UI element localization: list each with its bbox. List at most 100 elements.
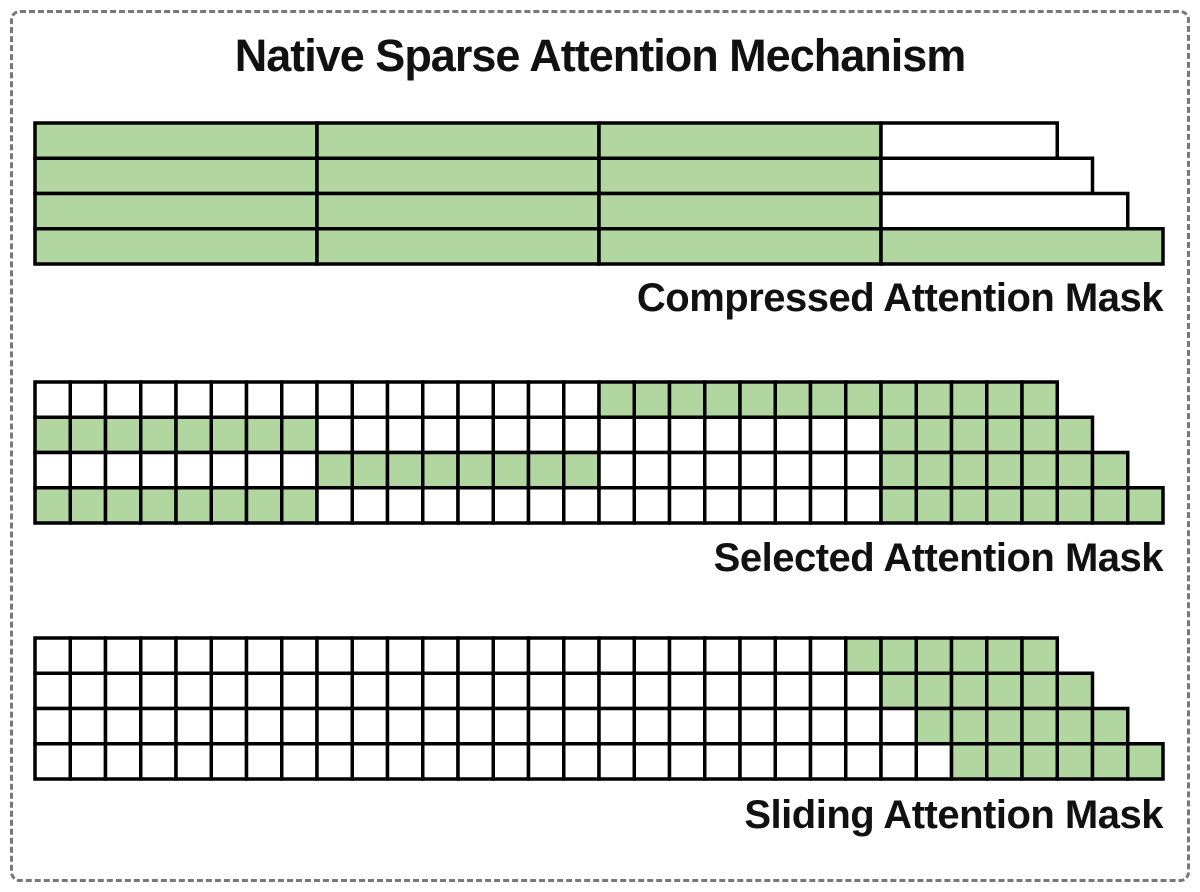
mask-cell (421, 486, 460, 525)
mask-cell (456, 706, 495, 746)
mask-cell (562, 486, 601, 525)
mask-cell (174, 380, 213, 419)
mask-cell (985, 415, 1024, 455)
mask-cell (68, 450, 108, 490)
mask-cell (385, 636, 425, 675)
mask-cell (1055, 742, 1095, 781)
mask-cell (844, 706, 883, 746)
mask-cell (1090, 742, 1130, 781)
sliding-attention-mask-grid (32, 635, 1166, 787)
mask-cell (456, 742, 495, 781)
mask-cell (738, 415, 777, 455)
mask-cell (562, 380, 601, 419)
mask-cell (103, 415, 143, 455)
mask-cell (139, 636, 178, 675)
mask-cell (703, 636, 742, 675)
mask-cell (632, 671, 672, 711)
mask-cell (174, 742, 213, 781)
mask-cell (667, 415, 707, 455)
mask-cell (244, 380, 284, 419)
mask-cell (33, 671, 72, 711)
mask-cell (632, 486, 672, 525)
mask-cell (1020, 415, 1059, 455)
mask-cell (949, 415, 989, 455)
mask-cell (421, 742, 460, 781)
selected-attention-mask-svg (33, 380, 1165, 525)
mask-cell (526, 742, 566, 781)
mask-cell (209, 450, 249, 490)
mask-cell (385, 486, 425, 525)
mask-cell (280, 671, 319, 711)
mask-cell (667, 450, 707, 490)
mask-cell (1090, 706, 1130, 746)
mask-cell (139, 706, 178, 746)
mask-cell (703, 450, 742, 490)
mask-cell (632, 415, 672, 455)
mask-cell (667, 706, 707, 746)
mask-cell (1020, 636, 1059, 675)
mask-cell (949, 636, 989, 675)
mask-cell (597, 671, 636, 711)
mask-cell (597, 706, 636, 746)
mask-cell (1055, 450, 1095, 490)
mask-cell (879, 380, 918, 419)
mask-cell (139, 486, 178, 525)
mask-cell (808, 671, 848, 711)
mask-cell (1090, 486, 1130, 525)
mask-cell (985, 450, 1024, 490)
mask-cell (350, 450, 390, 490)
mask-cell (491, 636, 531, 675)
mask-block (315, 121, 601, 160)
mask-cell (879, 742, 918, 781)
mask-cell (667, 636, 707, 675)
mask-cell (597, 380, 636, 419)
mask-block (33, 191, 319, 231)
mask-cell (315, 450, 354, 490)
mask-cell (949, 742, 989, 781)
mask-cell (103, 671, 143, 711)
mask-cell (879, 636, 918, 675)
selected-attention-mask-grid (32, 379, 1166, 531)
mask-cell (1020, 450, 1059, 490)
mask-cell (808, 486, 848, 525)
mask-cell (244, 415, 284, 455)
mask-cell (667, 380, 707, 419)
mask-cell (68, 380, 108, 419)
mask-block (597, 121, 883, 160)
mask-cell (139, 380, 178, 419)
selected-attention-mask-label: Selected Attention Mask (713, 536, 1164, 580)
mask-cell (456, 450, 495, 490)
mask-cell (703, 380, 742, 419)
mask-cell (1055, 486, 1095, 525)
mask-cell (68, 636, 108, 675)
mask-cell (139, 671, 178, 711)
mask-cell (421, 706, 460, 746)
mask-cell (1055, 415, 1095, 455)
mask-cell (562, 706, 601, 746)
mask-cell (597, 415, 636, 455)
mask-cell (773, 415, 813, 455)
mask-cell (632, 706, 672, 746)
mask-cell (456, 671, 495, 711)
mask-block (879, 227, 1165, 266)
mask-cell (385, 742, 425, 781)
mask-cell (738, 380, 777, 419)
mask-block (879, 191, 1130, 231)
mask-cell (244, 671, 284, 711)
mask-cell (33, 415, 72, 455)
mask-cell (738, 486, 777, 525)
mask-cell (280, 636, 319, 675)
mask-cell (597, 450, 636, 490)
mask-cell (949, 671, 989, 711)
mask-cell (244, 742, 284, 781)
mask-cell (1020, 671, 1059, 711)
mask-cell (174, 415, 213, 455)
mask-cell (280, 450, 319, 490)
mask-cell (949, 380, 989, 419)
mask-cell (526, 706, 566, 746)
mask-cell (914, 380, 954, 419)
mask-cell (315, 671, 354, 711)
mask-cell (632, 636, 672, 675)
mask-cell (350, 636, 390, 675)
mask-cell (350, 671, 390, 711)
